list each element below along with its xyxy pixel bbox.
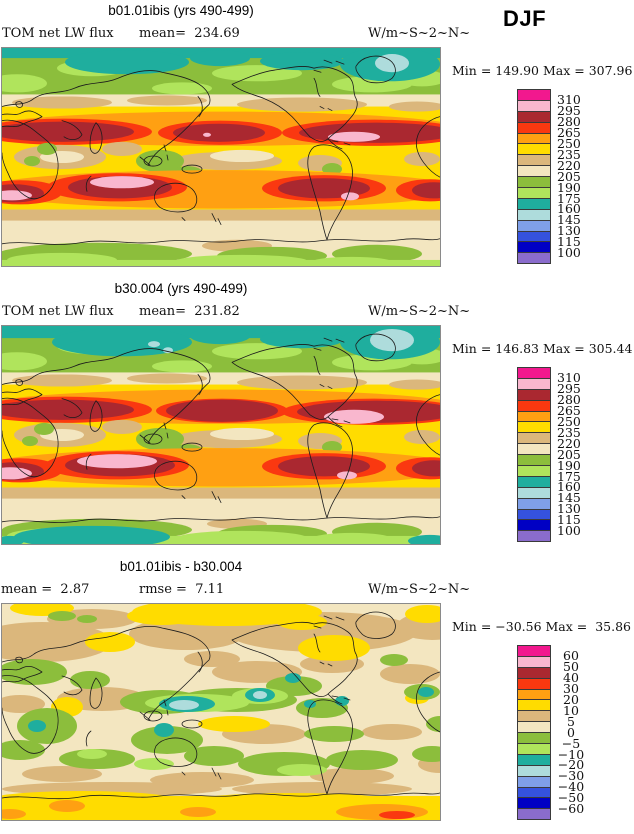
stats-row: TOM net LW flux mean= 234.69 W/m~S~2~N~ <box>0 26 470 42</box>
panel-difference: b01.01ibis - b30.004 mean = 2.87 rmse = … <box>0 556 634 834</box>
panel-title: b01.01ibis - b30.004 <box>119 559 243 574</box>
colorbar-tick-label: 295 <box>557 103 581 119</box>
stats-row: TOM net LW flux mean= 231.82 W/m~S~2~N~ <box>0 304 470 320</box>
colorbar-tick-label: 145 <box>557 212 581 228</box>
panel-title: b30.004 (yrs 490-499) <box>114 281 248 296</box>
colorbar-tick-label: 130 <box>557 501 581 517</box>
variable-label: TOM net LW flux <box>2 304 114 319</box>
units-label: W/m~S~2~N~ <box>368 582 471 597</box>
minmax-label: Min = 149.90 Max = 307.96 <box>452 63 633 78</box>
colorbar-tick-label: 280 <box>557 392 581 408</box>
colorbar-tick-label: 295 <box>557 381 581 397</box>
colorbar-tick-label: 250 <box>557 414 581 429</box>
colorbar-tick-label: −60 <box>557 801 585 816</box>
colorbar-tick-label: 220 <box>557 157 581 173</box>
colorbar-tick-label: −20 <box>557 757 585 773</box>
colorbar-tick-label: 60 <box>563 648 579 664</box>
units-label: W/m~S~2~N~ <box>368 26 471 41</box>
panel-title: b01.01ibis (yrs 490-499) <box>108 3 254 18</box>
colorbar-tick-label: 0 <box>567 724 575 740</box>
map-difference <box>1 603 441 821</box>
colorbar-tick-label: 115 <box>557 512 581 528</box>
colorbar-tick-label: 265 <box>557 125 581 141</box>
colorbar-tick-label: −30 <box>557 768 585 784</box>
colorbar-tick-label: 160 <box>557 201 581 217</box>
map-case2 <box>1 325 441 545</box>
colorbar-swatch <box>517 252 551 265</box>
colorbar-tick-label: 190 <box>557 457 581 473</box>
colorbar-swatches <box>517 645 551 821</box>
panel-case1: b01.01ibis (yrs 490-499) TOM net LW flux… <box>0 0 634 278</box>
colorbar-tick-label: 205 <box>557 168 581 184</box>
colorbar-tick-label: 10 <box>563 702 579 718</box>
colorbar-tick-label: −50 <box>557 790 585 806</box>
units-label: W/m~S~2~N~ <box>368 304 471 319</box>
rmse-value: rmse = 7.11 <box>139 582 225 597</box>
colorbar-tick-label: 265 <box>557 403 581 419</box>
colorbar-tick-label: 250 <box>557 136 581 151</box>
mean-value: mean = 2.87 <box>1 582 90 597</box>
colorbar-tick-label: −5 <box>561 735 581 751</box>
colorbar-tick-label: 310 <box>557 92 581 108</box>
colorbar-tick-label: 190 <box>557 179 581 195</box>
colorbar-swatches <box>517 367 551 543</box>
colorbar-tick-label: 30 <box>563 681 579 697</box>
colorbar-tick-label: 40 <box>563 670 579 686</box>
colorbar-tick-label: 100 <box>557 245 581 260</box>
colorbar-tick-label: 145 <box>557 490 581 506</box>
stats-row: mean = 2.87 rmse = 7.11 W/m~S~2~N~ <box>0 582 470 598</box>
mean-value: mean= 234.69 <box>139 26 240 41</box>
colorbar-tick-label: 310 <box>557 370 581 386</box>
mean-value: mean= 231.82 <box>139 304 240 319</box>
colorbar-tick-label: 160 <box>557 479 581 495</box>
colorbar-tick-label: 50 <box>563 659 579 675</box>
colorbar-tick-label: 130 <box>557 223 581 239</box>
minmax-label: Min = −30.56 Max = 35.86 <box>452 619 631 634</box>
colorbar-tick-label: −10 <box>557 746 585 762</box>
minmax-label: Min = 146.83 Max = 305.44 <box>452 341 633 356</box>
colorbar-tick-label: 205 <box>557 446 581 462</box>
colorbar-tick-label: 175 <box>557 190 581 206</box>
colorbar-tick-label: 5 <box>567 713 575 729</box>
colorbar-tick-label: −40 <box>557 779 585 795</box>
panel-case2: b30.004 (yrs 490-499) TOM net LW flux me… <box>0 278 634 556</box>
colorbar-tick-label: 20 <box>563 692 579 707</box>
map-case1 <box>1 47 441 267</box>
variable-label: TOM net LW flux <box>2 26 114 41</box>
season-label: DJF <box>503 6 547 31</box>
colorbar-swatch <box>517 808 551 821</box>
colorbar-tick-label: 175 <box>557 468 581 484</box>
colorbar-swatches <box>517 89 551 265</box>
colorbar-tick-label: 280 <box>557 114 581 130</box>
colorbar-tick-label: 235 <box>557 424 581 440</box>
colorbar-tick-label: 235 <box>557 146 581 162</box>
colorbar-tick-label: 115 <box>557 234 581 250</box>
colorbar-tick-label: 220 <box>557 435 581 451</box>
colorbar-tick-label: 100 <box>557 523 581 538</box>
colorbar-swatch <box>517 530 551 543</box>
